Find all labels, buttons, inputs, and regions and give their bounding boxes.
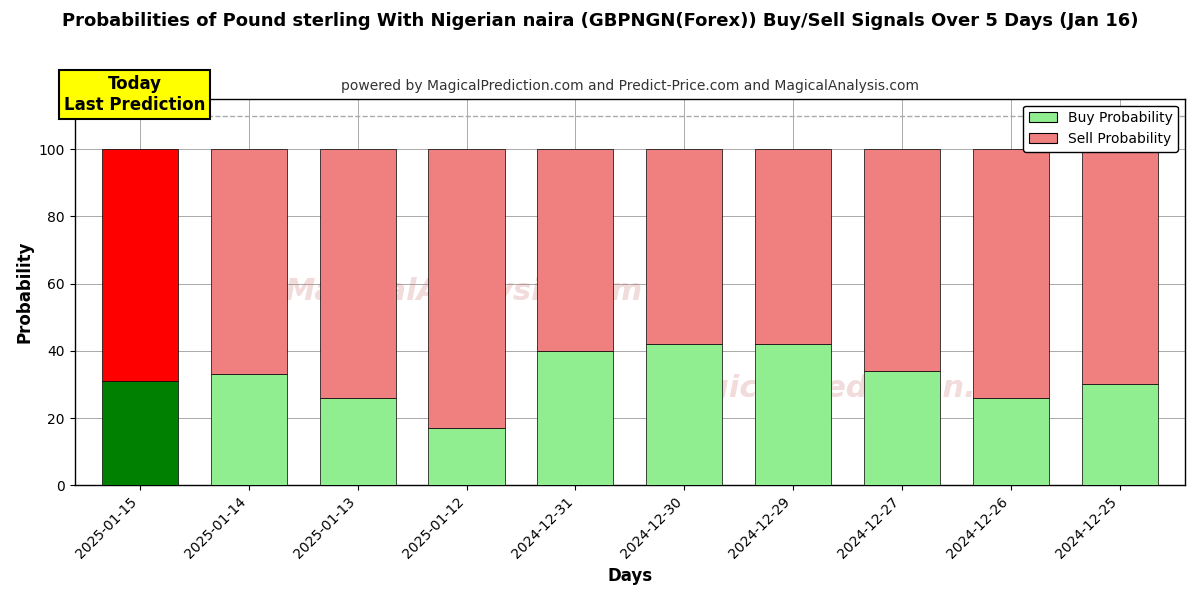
Bar: [319, 149, 396, 398]
Bar: [1081, 149, 1158, 385]
Y-axis label: Probability: Probability: [16, 241, 34, 343]
Bar: [755, 344, 832, 485]
Bar: [646, 344, 722, 485]
Text: Today
Last Prediction: Today Last Prediction: [64, 75, 205, 114]
Bar: [646, 149, 722, 344]
Bar: [428, 149, 505, 428]
Bar: [973, 398, 1049, 485]
X-axis label: Days: Days: [607, 567, 653, 585]
Text: MagicalPrediction.com: MagicalPrediction.com: [656, 374, 1048, 403]
Title: powered by MagicalPrediction.com and Predict-Price.com and MagicalAnalysis.com: powered by MagicalPrediction.com and Pre…: [341, 79, 919, 94]
Bar: [864, 371, 940, 485]
Bar: [755, 149, 832, 344]
Bar: [211, 374, 287, 485]
Bar: [102, 381, 178, 485]
Text: MagicalAnalysis.com: MagicalAnalysis.com: [284, 277, 642, 307]
Bar: [319, 398, 396, 485]
Bar: [973, 149, 1049, 398]
Bar: [428, 428, 505, 485]
Bar: [538, 351, 613, 485]
Bar: [538, 149, 613, 351]
Bar: [102, 149, 178, 381]
Text: Probabilities of Pound sterling With Nigerian naira (GBPNGN(Forex)) Buy/Sell Sig: Probabilities of Pound sterling With Nig…: [61, 12, 1139, 30]
Legend: Buy Probability, Sell Probability: Buy Probability, Sell Probability: [1024, 106, 1178, 152]
Bar: [864, 149, 940, 371]
Bar: [211, 149, 287, 374]
Bar: [1081, 385, 1158, 485]
